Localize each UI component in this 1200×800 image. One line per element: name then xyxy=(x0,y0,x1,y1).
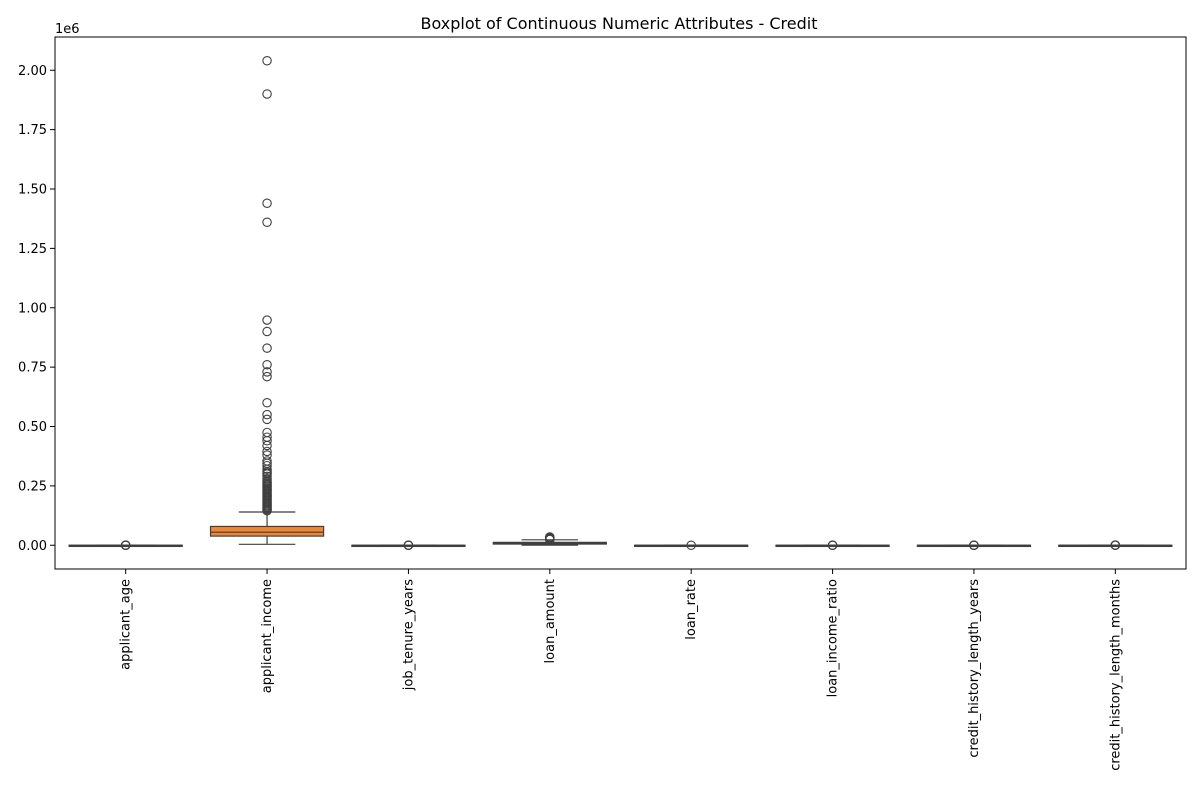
outlier-point xyxy=(262,446,272,457)
outlier-point xyxy=(262,409,272,420)
outlier-point xyxy=(262,371,272,382)
plot-area xyxy=(68,55,1173,550)
y-tick-label: 1.00 xyxy=(18,301,47,316)
outlier-point xyxy=(262,55,272,66)
outlier-point xyxy=(262,414,272,425)
x-tick-label: applicant_age xyxy=(119,579,134,670)
outlier-point xyxy=(262,343,272,353)
outlier-point xyxy=(827,540,838,550)
outlier-point xyxy=(262,326,272,337)
box-group xyxy=(351,540,466,550)
y-tick-label: 1.50 xyxy=(18,183,47,198)
x-tick-label: loan_income_ratio xyxy=(826,579,841,697)
box xyxy=(209,525,325,537)
outlier-point xyxy=(262,473,272,484)
x-tick-label: job_tenure_years xyxy=(401,579,416,691)
box-group xyxy=(68,540,183,550)
outlier-point xyxy=(262,432,272,442)
outlier-point xyxy=(262,471,272,482)
box-group xyxy=(209,55,325,545)
outlier-point xyxy=(120,540,131,550)
y-tick-label: 1.75 xyxy=(18,123,47,138)
outlier-point xyxy=(262,450,272,460)
outlier-point xyxy=(1110,540,1121,550)
chart-title: Boxplot of Continuous Numeric Attributes… xyxy=(421,14,818,33)
box-group xyxy=(492,532,607,546)
x-tick-label: loan_amount xyxy=(543,579,558,663)
y-tick-label: 0.25 xyxy=(18,479,47,494)
outlier-point xyxy=(969,540,979,550)
box-group xyxy=(916,540,1032,550)
plot-frame xyxy=(54,36,1187,570)
box-group xyxy=(1058,540,1173,550)
outlier-point xyxy=(262,217,272,228)
box-group xyxy=(775,540,890,550)
y-tick-label: 2.00 xyxy=(18,64,47,79)
outlier-point xyxy=(262,460,272,471)
y-tick-label: 1.25 xyxy=(18,242,47,257)
y-tick-label: 0.50 xyxy=(18,420,47,435)
x-tick-label: loan_rate xyxy=(684,579,699,640)
x-tick-label: credit_history_length_years xyxy=(967,579,982,758)
outlier-point xyxy=(262,315,272,325)
outlier-point xyxy=(262,89,272,99)
outlier-point xyxy=(262,427,272,438)
y-tick-label: 0.75 xyxy=(18,361,47,376)
outlier-point xyxy=(262,397,272,408)
outlier-point xyxy=(686,540,696,550)
y-offset-label: 1e6 xyxy=(55,22,80,37)
x-tick-label: applicant_income xyxy=(260,579,275,693)
y-tick-label: 0.00 xyxy=(18,539,47,554)
x-axis: applicant_age applicant_income job_tenure_… xyxy=(119,569,1123,771)
outlier-point xyxy=(545,532,555,542)
box-group xyxy=(634,540,749,550)
x-tick-label: credit_history_length_months xyxy=(1108,579,1123,771)
outlier-point xyxy=(262,359,272,370)
y-axis: 0.00 0.25 0.50 0.75 1.00 1.25 1.50 1.75 2.00 xyxy=(18,64,55,554)
outlier-point xyxy=(262,367,272,377)
outlier-point xyxy=(403,540,414,550)
outlier-point xyxy=(262,198,272,209)
outlier-point xyxy=(262,456,272,466)
